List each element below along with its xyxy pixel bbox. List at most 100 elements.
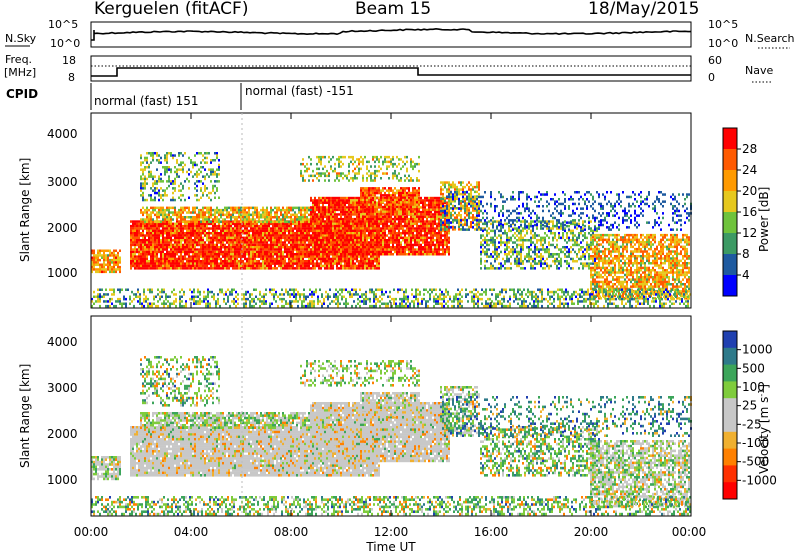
- power-cell: [150, 224, 152, 228]
- power-cell: [386, 253, 388, 256]
- power-cell: [254, 234, 256, 237]
- power-cell: [140, 255, 142, 258]
- power-cell: [264, 208, 266, 212]
- power-cell: [374, 194, 376, 197]
- power-cell: [346, 229, 348, 233]
- power-cell: [258, 262, 260, 265]
- power-cell: [346, 236, 348, 240]
- power-cell: [420, 232, 422, 235]
- power-cell: [212, 243, 214, 247]
- power-cell: [274, 224, 276, 228]
- power-cell: [154, 255, 156, 258]
- power-cell: [214, 229, 216, 233]
- power-cell: [428, 215, 430, 219]
- power-cell: [308, 220, 310, 224]
- power-cell: [234, 248, 236, 251]
- power-cell: [352, 217, 354, 221]
- power-cell: [370, 257, 372, 261]
- power-cell: [388, 246, 390, 249]
- power-cell: [318, 248, 320, 251]
- power-cell: [368, 250, 370, 254]
- power-cell: [226, 220, 228, 224]
- power-cell: [322, 220, 324, 223]
- power-cell: [370, 208, 372, 211]
- power-cell: [136, 229, 138, 233]
- power-cell: [142, 264, 144, 268]
- power-cell: [266, 253, 268, 256]
- power-cell: [246, 264, 248, 268]
- power-cell: [238, 246, 240, 249]
- power-cell: [392, 189, 394, 192]
- power-cell: [162, 227, 164, 230]
- power-cell: [168, 257, 170, 261]
- power-cell: [160, 222, 162, 226]
- power-cell: [340, 232, 342, 235]
- power-cell: [256, 264, 258, 268]
- power-cell: [350, 248, 352, 251]
- power-cell: [324, 210, 326, 214]
- power-cell: [386, 239, 388, 242]
- power-cell: [426, 234, 428, 237]
- power-cell: [394, 208, 396, 211]
- power-cell: [218, 250, 220, 254]
- power-cell: [414, 205, 416, 209]
- power-cell: [358, 236, 360, 240]
- power-cell: [334, 222, 336, 226]
- power-cell: [340, 246, 342, 249]
- power-cell: [304, 239, 306, 242]
- power-cell: [230, 218, 232, 221]
- power-cell: [386, 224, 388, 228]
- power-cell: [244, 255, 246, 258]
- power-cell: [384, 210, 386, 213]
- power-cell: [364, 208, 366, 212]
- power-cell: [256, 236, 258, 240]
- power-cell: [280, 250, 282, 254]
- power-cell: [402, 194, 404, 197]
- power-cell: [190, 262, 192, 265]
- power-cell: [332, 208, 334, 212]
- power-cell: [280, 243, 282, 247]
- power-cell: [398, 201, 400, 204]
- power-cell: [196, 250, 198, 254]
- power-cell: [392, 206, 394, 209]
- power-cell: [336, 208, 338, 212]
- power-cell: [176, 260, 178, 263]
- power-cell: [322, 248, 324, 251]
- power-cell: [264, 236, 266, 240]
- power-cell: [162, 232, 164, 235]
- power-cell: [144, 253, 146, 256]
- power-cell: [230, 241, 232, 244]
- power-cell: [284, 248, 286, 251]
- power-cell: [412, 243, 414, 247]
- date-title: 18/May/2015: [588, 0, 700, 19]
- power-cell: [248, 253, 250, 256]
- power-cell: [370, 191, 372, 195]
- power-cell: [412, 220, 414, 223]
- power-cell: [218, 267, 220, 270]
- power-cell: [332, 213, 334, 216]
- power-cell: [344, 196, 346, 200]
- power-cell: [452, 185, 454, 189]
- power-cell: [412, 215, 414, 219]
- power-cell: [224, 229, 226, 233]
- power-cell: [308, 208, 310, 212]
- power-cell: [346, 201, 348, 204]
- power-cell: [292, 227, 294, 230]
- power-cell: [282, 267, 284, 270]
- power-cell: [362, 239, 364, 242]
- power-cell: [360, 246, 362, 249]
- power-cell: [278, 234, 280, 237]
- power-cell: [378, 262, 380, 265]
- power-cell: [370, 224, 372, 228]
- power-cell: [142, 248, 144, 251]
- power-cell: [296, 257, 298, 261]
- power-cell: [378, 222, 380, 226]
- power-cell: [166, 243, 168, 247]
- power-cell: [424, 224, 426, 228]
- power-cell: [366, 257, 368, 261]
- power-cell: [244, 220, 246, 224]
- power-cell: [294, 213, 296, 217]
- power-cell: [280, 211, 282, 214]
- power-cell: [330, 248, 332, 251]
- power-cell: [198, 229, 200, 233]
